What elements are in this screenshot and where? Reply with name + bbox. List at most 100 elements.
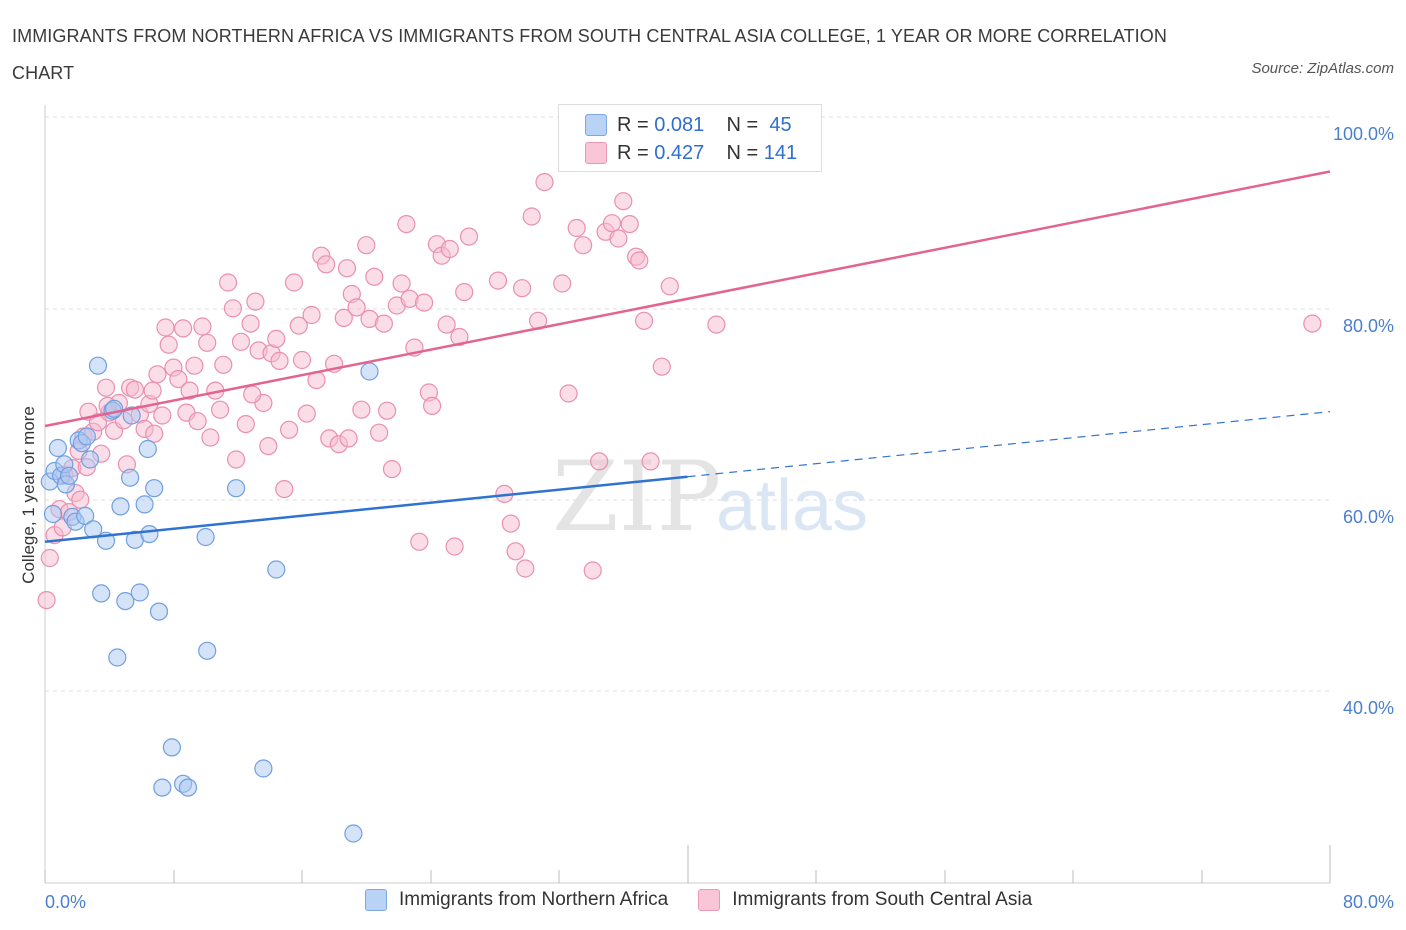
northern-africa-point	[111, 497, 130, 516]
northern-africa-point	[108, 648, 127, 667]
south-central-asia-point	[275, 480, 294, 499]
south-central-asia-point	[227, 450, 246, 469]
northern-africa-point	[80, 450, 100, 469]
series-legend: Immigrants from Northern Africa Immigran…	[365, 889, 1062, 911]
south-central-asia-point	[153, 406, 172, 425]
legend-swatch-pink	[585, 142, 607, 164]
south-central-asia-point	[397, 215, 416, 234]
south-central-asia-point	[365, 267, 384, 286]
northern-africa-point	[121, 468, 140, 487]
south-central-asia-point	[201, 428, 220, 447]
south-central-asia-point	[37, 590, 56, 610]
northern-africa-point	[76, 506, 95, 526]
south-central-asia-point	[614, 192, 633, 211]
legend-swatch-pink	[698, 889, 721, 911]
south-central-asia-point	[180, 381, 199, 400]
y-tick-label-80: 80.0%	[1343, 316, 1394, 336]
south-central-asia-point	[392, 274, 411, 293]
south-central-asia-point	[292, 350, 312, 370]
watermark-zip: ZIP	[552, 441, 721, 553]
northern-africa-point	[138, 439, 157, 459]
south-central-asia-point	[455, 283, 474, 302]
south-central-asia-point	[382, 460, 402, 479]
south-central-asia-point	[241, 314, 260, 333]
legend-item-south-central-asia[interactable]: Immigrants from South Central Asia	[698, 889, 1032, 911]
south-central-asia-point	[378, 401, 397, 420]
northern-africa-point	[178, 778, 198, 797]
south-central-asia-point	[148, 365, 167, 384]
south-central-asia-point	[630, 251, 649, 270]
chart-title: IMMIGRANTS FROM NORTHERN AFRICA VS IMMIG…	[12, 26, 1167, 83]
south-central-asia-point	[143, 381, 162, 400]
x-axis-ticks	[44, 845, 1331, 883]
south-central-asia-point	[488, 271, 508, 290]
south-central-asia-point	[198, 333, 217, 352]
stats-legend-row-south-central-asia: R = 0.427 N = 141	[585, 140, 797, 166]
south-central-asia-point	[317, 255, 336, 274]
trend-line-south-central-asia	[44, 170, 1331, 428]
south-central-asia-point	[440, 239, 459, 259]
south-central-asia-point	[583, 561, 602, 580]
northern-africa-point	[122, 406, 141, 425]
south-central-asia-point	[535, 173, 554, 192]
trend-line-northern-africa-extrapolated	[687, 411, 1331, 478]
south-central-asia-point	[506, 542, 525, 561]
northern-africa-point	[254, 759, 273, 778]
y-axis-title: College, 1 year or more	[19, 406, 38, 584]
south-central-asia-point	[707, 315, 726, 334]
legend-item-northern-africa[interactable]: Immigrants from Northern Africa	[365, 889, 668, 911]
south-central-asia-point	[174, 319, 193, 338]
south-central-asia-point	[231, 332, 251, 351]
south-central-asia-point	[652, 357, 671, 376]
south-central-asia-point	[445, 537, 464, 556]
northern-africa-point	[88, 356, 108, 375]
northern-africa-point	[198, 641, 217, 660]
watermark-atlas: atlas	[716, 466, 868, 546]
south-central-asia-point	[501, 514, 520, 533]
south-central-asia-point	[71, 490, 90, 509]
northern-africa-point	[77, 427, 96, 446]
south-central-asia-point	[357, 236, 376, 255]
south-central-asia-point	[259, 437, 278, 456]
south-central-asia-point	[370, 423, 389, 442]
r-label: R =	[617, 141, 649, 164]
south-central-asia-point	[634, 311, 654, 330]
r-label: R =	[617, 113, 649, 136]
south-central-asia-point	[243, 385, 262, 404]
south-central-asia-point	[185, 356, 204, 375]
northern-africa-point	[153, 778, 172, 797]
n-value: 141	[763, 141, 798, 164]
south-central-asia-point	[334, 308, 353, 327]
south-central-asia-point	[214, 355, 233, 374]
northern-africa-point	[196, 527, 215, 547]
south-central-asia-point	[512, 279, 532, 298]
n-label: N =	[726, 141, 759, 164]
series-south-central-asia-points	[37, 173, 1322, 610]
south-central-asia-point	[352, 400, 371, 419]
south-central-asia-point	[270, 351, 289, 370]
south-central-asia-point	[522, 207, 541, 226]
stats-legend-row-northern-africa: R = 0.081 N = 45	[585, 112, 792, 138]
northern-africa-point	[162, 738, 181, 757]
south-central-asia-point	[246, 292, 265, 311]
northern-africa-point	[135, 495, 154, 514]
stats-legend: R = 0.081 N = 45 R = 0.427 N = 141	[558, 104, 822, 172]
south-central-asia-point	[459, 227, 479, 246]
south-central-asia-point	[219, 273, 238, 292]
south-central-asia-point	[1303, 314, 1322, 333]
northern-africa-point	[116, 591, 135, 611]
series-northern-africa-points	[40, 107, 689, 843]
south-central-asia-point	[590, 452, 609, 471]
south-central-asia-point	[516, 559, 535, 578]
south-central-asia-point	[159, 335, 178, 354]
south-central-asia-point	[223, 299, 242, 318]
northern-africa-point	[344, 824, 363, 843]
south-central-asia-point	[567, 218, 586, 238]
south-central-asia-point	[339, 429, 358, 448]
r-value: 0.427	[654, 141, 705, 164]
south-central-asia-point	[188, 412, 207, 431]
south-central-asia-point	[169, 370, 188, 389]
south-central-asia-point	[96, 378, 116, 397]
northern-africa-point	[149, 602, 169, 621]
south-central-asia-point	[415, 293, 434, 312]
